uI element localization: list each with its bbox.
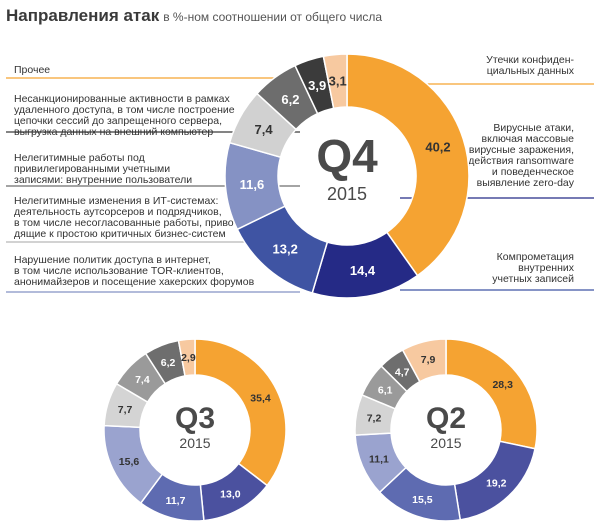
slice-value-label: 4,7 xyxy=(395,366,410,378)
chart-title: Направления атак xyxy=(6,6,160,25)
category-label-line: записями: внутренние пользователи xyxy=(14,174,192,186)
slice-value-label: 3,9 xyxy=(308,78,326,93)
slice-value-label: 6,1 xyxy=(378,384,393,396)
category-label-line: Несанкционированные активности в рамках xyxy=(14,93,231,105)
category-label-line: Утечки конфиден- xyxy=(486,54,574,66)
slice-value-label: 6,2 xyxy=(161,357,176,369)
category-label-unauth: Несанкционированные активности в рамках у… xyxy=(14,93,235,138)
slice-value-label: 35,4 xyxy=(250,393,271,405)
category-label-line: выгрузка данных на внешний компьютер xyxy=(14,126,213,138)
category-label-illegit_work: Нелегитимные работы под привилегированным… xyxy=(14,152,192,186)
category-label-line: деятельность аутсорсеров и подрядчиков, xyxy=(14,206,222,218)
chart-subtitle: в %-ном соотношении от общего числа xyxy=(163,10,383,24)
center-year-label: 2015 xyxy=(430,435,461,451)
slice-value-label: 15,5 xyxy=(412,494,433,506)
category-label-line: вирусные заражения, xyxy=(469,144,574,156)
category-label-prochee: Прочее xyxy=(14,64,50,76)
category-label-line: дящие к простою критичных бизнес-систем xyxy=(14,228,226,240)
category-label-line: Прочее xyxy=(14,64,50,76)
category-label-line: действия ransomware xyxy=(468,155,574,167)
category-label-compromise: Компрометация внутренних учетных записей xyxy=(492,251,574,285)
category-label-line: удаленного доступа, в том числе построен… xyxy=(14,104,235,116)
category-label-line: Нарушение политик доступа в интернет, xyxy=(14,254,211,266)
slice-value-label: 11,6 xyxy=(240,177,265,192)
slice-value-label: 7,7 xyxy=(118,404,133,416)
slice-value-label: 13,2 xyxy=(273,242,298,257)
chart-title-row: Направления атак в %-ном соотношении от о… xyxy=(6,6,382,26)
slice-value-label: 3,1 xyxy=(329,74,347,89)
category-label-line: учетных записей xyxy=(492,273,574,285)
donut-slice-q2-leaks xyxy=(445,338,538,450)
category-label-policy: Нарушение политик доступа в интернет, в т… xyxy=(14,254,255,288)
category-label-virus: Вирусные атаки, включая массовые вирусные … xyxy=(468,122,574,189)
center-year-label: 2015 xyxy=(327,184,367,204)
slice-value-label: 2,9 xyxy=(181,352,196,364)
slice-value-label: 7,9 xyxy=(421,354,436,366)
slice-value-label: 7,4 xyxy=(135,374,150,386)
donut-slice-q3-prochee xyxy=(177,338,196,377)
slice-value-label: 40,2 xyxy=(425,140,450,155)
slice-value-label: 28,3 xyxy=(492,379,513,391)
slice-value-label: 11,1 xyxy=(369,454,389,466)
category-label-line: в том числе несогласованные работы, прив… xyxy=(14,217,238,229)
slice-value-label: 11,7 xyxy=(166,495,186,507)
donut-slice-q4-prochee xyxy=(322,53,348,110)
donut-slice-q3-leaks xyxy=(194,338,287,487)
category-label-line: анонимайзеров и посещение хакерских фору… xyxy=(14,276,255,288)
slice-value-label: 7,2 xyxy=(367,413,382,425)
donut-slice-q4-leaks xyxy=(346,53,470,277)
category-label-line: циальных данных xyxy=(487,65,575,77)
slice-value-label: 14,4 xyxy=(350,263,376,278)
center-quarter-label: Q4 xyxy=(316,130,378,182)
category-label-line: выявление zero-day xyxy=(477,177,575,189)
category-label-line: и поведенческое xyxy=(492,166,574,178)
slice-value-label: 15,6 xyxy=(119,456,140,468)
center-quarter-label: Q2 xyxy=(426,402,466,435)
category-label-line: включая массовые xyxy=(482,133,575,145)
category-label-line: цепочки сессий до запрещенного сервера, xyxy=(14,115,222,127)
category-label-line: Нелегитимные изменения в ИТ-системах: xyxy=(14,195,218,207)
category-label-illegit_changes: Нелегитимные изменения в ИТ-системах: дея… xyxy=(14,195,238,240)
category-label-line: Компрометация xyxy=(497,251,574,263)
donut-slice-q2-prochee xyxy=(401,338,447,383)
slice-value-label: 13,0 xyxy=(220,489,241,501)
category-label-line: внутренних xyxy=(518,262,575,274)
slice-value-label: 6,2 xyxy=(281,92,299,107)
center-quarter-label: Q3 xyxy=(175,402,215,435)
category-label-line: в том числе использование TOR-клиентов, xyxy=(14,265,224,277)
category-label-line: Вирусные атаки, xyxy=(493,122,574,134)
center-year-label: 2015 xyxy=(179,435,210,451)
slice-value-label: 7,4 xyxy=(255,122,274,137)
slice-value-label: 19,2 xyxy=(486,478,507,490)
category-label-line: привилегированными учетными xyxy=(14,163,170,175)
category-label-leaks: Утечки конфиден-циальных данных xyxy=(486,54,575,77)
category-label-line: Нелегитимные работы под xyxy=(14,152,145,164)
